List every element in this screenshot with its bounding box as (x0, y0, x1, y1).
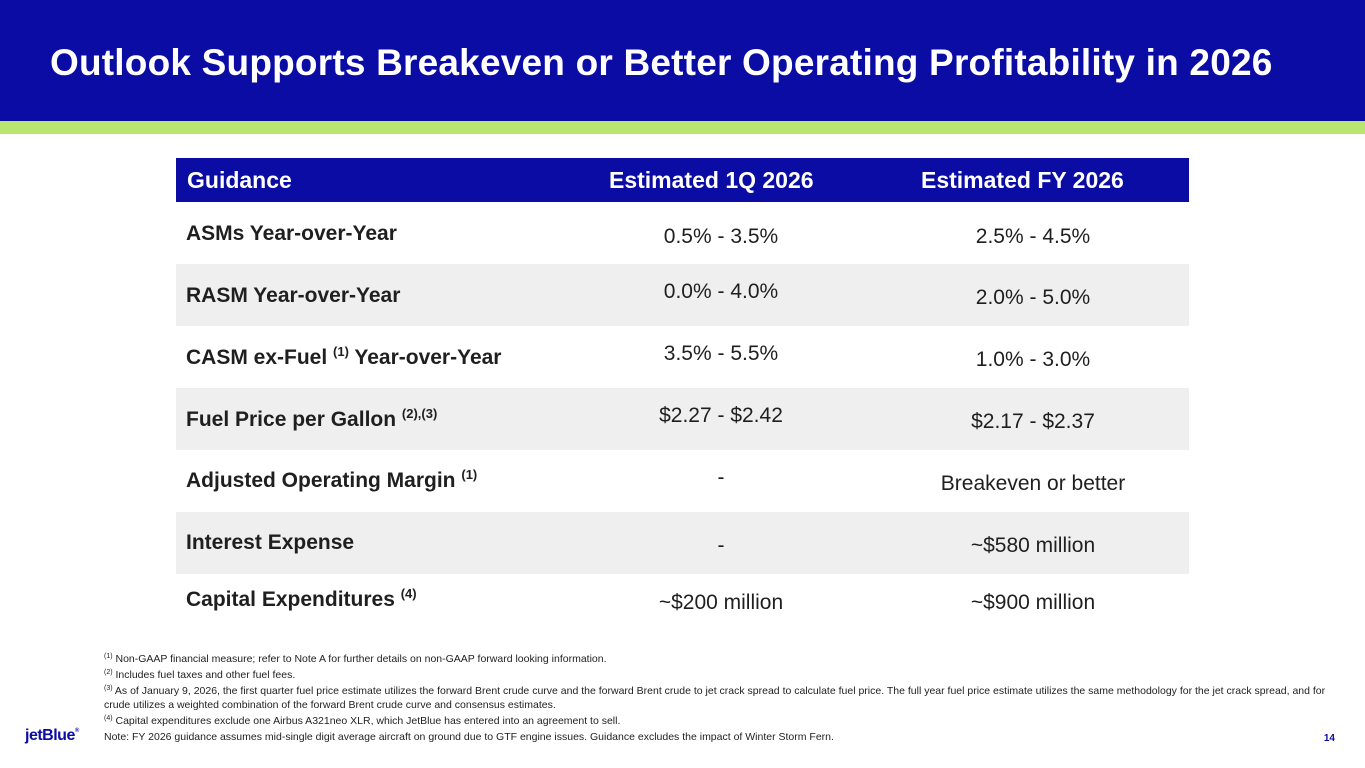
footnote: (2) Includes fuel taxes and other fuel f… (104, 669, 296, 681)
accent-stripe (0, 121, 1365, 134)
footnote: (4) Capital expenditures exclude one Air… (104, 715, 621, 727)
jetblue-logo: jetBlue® (25, 727, 79, 744)
row-label: ASMs Year-over-Year (186, 222, 397, 245)
row-q1-value: - (717, 466, 725, 489)
row-label: Adjusted Operating Margin (1) (186, 467, 478, 492)
footnote: (3) As of January 9, 2026, the first qua… (104, 685, 1326, 711)
row-q1-value: 0.5% - 3.5% (663, 225, 779, 248)
row-q1-value: ~$200 million (658, 591, 784, 614)
title-banner: Outlook Supports Breakeven or Better Ope… (0, 0, 1365, 121)
table-header: Guidance Estimated 1Q 2026 Estimated FY … (176, 158, 1189, 202)
table-row: Adjusted Operating Margin (1) - Breakeve… (176, 450, 1189, 512)
row-q1-value: 3.5% - 5.5% (663, 342, 779, 365)
row-label: Capital Expenditures (4) (186, 586, 417, 611)
row-fy-value: 2.0% - 5.0% (975, 286, 1091, 309)
row-fy-value: Breakeven or better (940, 472, 1126, 495)
table-row: Fuel Price per Gallon (2),(3) $2.27 - $2… (176, 388, 1189, 450)
footnotes: (1) Non-GAAP financial measure; refer to… (104, 652, 1334, 746)
row-q1-value: - (717, 534, 725, 557)
table-row: Capital Expenditures (4) ~$200 million ~… (176, 574, 1189, 626)
row-fy-value: ~$580 million (970, 534, 1096, 557)
row-fy-value: 1.0% - 3.0% (975, 348, 1091, 371)
row-q1-value: 0.0% - 4.0% (663, 280, 779, 303)
header-guidance: Guidance (187, 167, 292, 193)
row-fy-value: ~$900 million (970, 591, 1096, 614)
row-fy-value: 2.5% - 4.5% (975, 225, 1091, 248)
table-row: ASMs Year-over-Year 0.5% - 3.5% 2.5% - 4… (176, 202, 1189, 264)
row-label: RASM Year-over-Year (186, 284, 401, 307)
footnote-note: Note: FY 2026 guidance assumes mid-singl… (104, 731, 834, 743)
row-fy-value: $2.17 - $2.37 (971, 410, 1095, 433)
table-row: Interest Expense - ~$580 million (176, 512, 1189, 574)
row-label: Interest Expense (186, 531, 355, 554)
table-row: RASM Year-over-Year 0.0% - 4.0% 2.0% - 5… (176, 264, 1189, 326)
guidance-table: Guidance Estimated 1Q 2026 Estimated FY … (176, 158, 1189, 626)
page-number: 14 (1323, 733, 1335, 744)
header-estimated-fy: Estimated FY 2026 (921, 167, 1124, 193)
page-title: Outlook Supports Breakeven or Better Ope… (50, 42, 1273, 83)
row-label: CASM ex-Fuel (1) Year-over-Year (186, 344, 502, 369)
header-estimated-1q: Estimated 1Q 2026 (609, 167, 814, 193)
row-q1-value: $2.27 - $2.42 (659, 404, 783, 427)
table-row: CASM ex-Fuel (1) Year-over-Year 3.5% - 5… (176, 326, 1189, 388)
footnote: (1) Non-GAAP financial measure; refer to… (104, 653, 607, 665)
row-label: Fuel Price per Gallon (2),(3) (186, 406, 438, 431)
